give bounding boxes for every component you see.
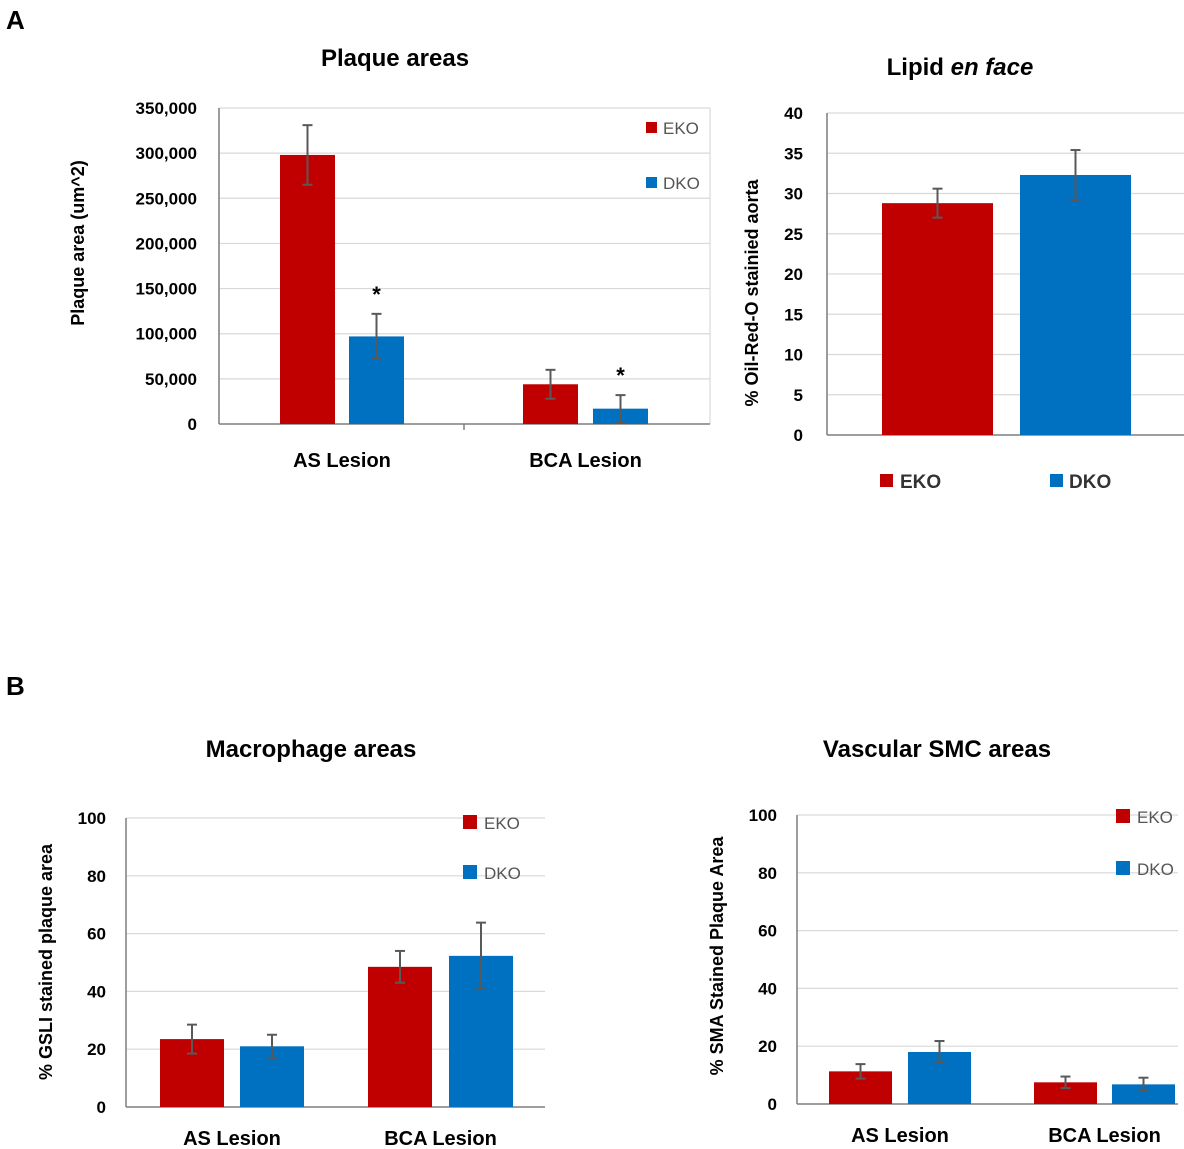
y-tick-label: 80 (758, 864, 777, 883)
y-axis-label: % Oil-Red-O stainied aorta (742, 178, 762, 406)
legend-swatch-dko (1050, 474, 1063, 487)
legend-label-eko: EKO (484, 814, 520, 833)
bar-eko (882, 203, 993, 435)
bar-eko (1034, 1082, 1097, 1104)
chart-title: Macrophage areas (206, 736, 417, 763)
y-tick-label: 20 (758, 1037, 777, 1056)
y-tick-label: 300,000 (136, 144, 197, 163)
chart-lipid-en-face: Lipid en face % Oil-Red-O stainied aorta… (742, 54, 1184, 493)
bar-dko (1112, 1084, 1175, 1104)
x-category-label: BCA Lesion (529, 450, 642, 472)
significance-star: * (372, 282, 381, 307)
legend-label-dko: DKO (1069, 472, 1111, 493)
x-category-label: AS Lesion (183, 1128, 281, 1149)
y-tick-label: 60 (87, 925, 106, 944)
title-part-1: Lipid (887, 54, 951, 81)
bar-dko (1020, 174, 1131, 436)
y-axis-label: Plaque area (um^2) (68, 160, 88, 326)
y-tick-label: 0 (794, 426, 803, 445)
y-tick-label: 40 (784, 104, 803, 123)
legend-swatch-eko (1116, 809, 1130, 823)
legend-label-dko: DKO (1137, 860, 1174, 879)
legend-label-eko: EKO (663, 119, 699, 138)
legend-label-dko: DKO (484, 864, 521, 883)
legend-label-eko: EKO (900, 472, 941, 493)
legend-swatch-eko (880, 474, 893, 487)
chart-title: Plaque areas (321, 45, 469, 72)
y-tick-label: 100 (749, 806, 777, 825)
bar-eko (368, 966, 432, 1107)
y-tick-label: 60 (758, 922, 777, 941)
x-category-label: AS Lesion (293, 450, 391, 472)
y-tick-label: 10 (784, 346, 803, 365)
y-tick-label: 100 (78, 809, 106, 828)
y-tick-label: 5 (794, 386, 803, 405)
x-category-label: BCA Lesion (1048, 1125, 1161, 1147)
panel-label-a: A (6, 5, 25, 35)
chart-plaque-areas: Plaque areas Plaque area (um^2) 0 50,000 1… (68, 45, 711, 472)
legend-swatch-dko (646, 177, 657, 188)
chart-title: Vascular SMC areas (823, 736, 1051, 763)
y-tick-label: 0 (768, 1095, 777, 1114)
legend-label-eko: EKO (1137, 808, 1173, 827)
y-tick-label: 40 (87, 982, 106, 1001)
legend-swatch-eko (646, 122, 657, 133)
title-part-2: en face (951, 54, 1034, 81)
significance-star: * (616, 363, 625, 388)
y-tick-label: 250,000 (136, 189, 197, 208)
y-axis-label: % GSLI stained plaque area (36, 843, 56, 1080)
panel-label-b: B (6, 671, 25, 701)
y-tick-label: 30 (784, 185, 803, 204)
legend-swatch-eko (463, 815, 477, 829)
y-tick-label: 150,000 (136, 280, 197, 299)
y-axis-label: % SMA Stained Plaque Area (707, 836, 727, 1076)
chart-macrophage-areas: Macrophage areas % GSLI stained plaque a… (36, 736, 545, 1149)
bar-eko (280, 154, 335, 424)
legend-swatch-dko (463, 865, 477, 879)
y-tick-label: 15 (784, 305, 803, 324)
chart-title: Lipid en face (887, 54, 1034, 81)
legend-label-dko: DKO (663, 174, 700, 193)
y-tick-label: 20 (784, 265, 803, 284)
x-category-label: BCA Lesion (384, 1128, 497, 1149)
y-tick-label: 200,000 (136, 234, 197, 253)
y-tick-label: 35 (784, 144, 803, 163)
x-category-label: AS Lesion (851, 1125, 949, 1147)
chart-vascular-smc-areas: Vascular SMC areas % SMA Stained Plaque … (707, 736, 1178, 1147)
y-tick-label: 0 (97, 1098, 106, 1117)
legend-swatch-dko (1116, 861, 1130, 875)
y-tick-label: 80 (87, 867, 106, 886)
y-tick-label: 20 (87, 1040, 106, 1059)
y-tick-label: 100,000 (136, 325, 197, 344)
y-tick-label: 40 (758, 979, 777, 998)
y-tick-label: 50,000 (145, 370, 197, 389)
y-tick-label: 0 (188, 415, 197, 434)
y-tick-label: 350,000 (136, 99, 197, 118)
y-tick-label: 25 (784, 225, 803, 244)
